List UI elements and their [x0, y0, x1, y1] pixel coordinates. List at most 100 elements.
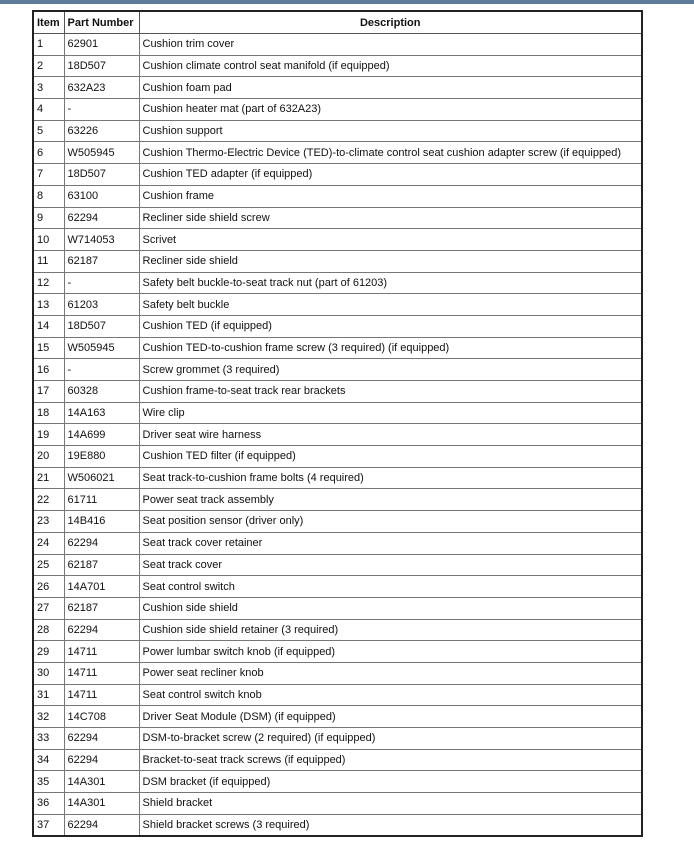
part-number-cell: 62294 — [63, 206, 140, 230]
part-number-cell: - — [63, 98, 140, 121]
part-number-cell: 18D507 — [63, 54, 140, 78]
item-cell: 5 — [32, 119, 65, 143]
part-number-cell: 61203 — [63, 293, 140, 316]
part-number-cell: 62187 — [63, 553, 140, 577]
table-row: 36 14A301 Shield bracket — [32, 792, 643, 815]
description-cell: Cushion TED filter (if equipped) — [138, 445, 643, 468]
description-cell: Cushion side shield — [138, 596, 643, 620]
description-cell: Cushion heater mat (part of 632A23) — [138, 98, 643, 121]
table-row: 20 19E880 Cushion TED filter (if equipped) — [32, 445, 643, 468]
table-row: 1 62901 Cushion trim cover — [32, 33, 643, 56]
header-part-number: Part Number — [63, 10, 140, 34]
item-cell: 25 — [32, 553, 65, 577]
item-cell: 29 — [32, 640, 65, 663]
part-number-cell: 18D507 — [63, 314, 140, 338]
part-number-cell: - — [63, 358, 140, 381]
table-row: 11 62187 Recliner side shield — [32, 249, 643, 273]
table-row: 33 62294 DSM-to-bracket screw (2 required)… — [32, 727, 643, 750]
part-number-cell: 14C708 — [63, 705, 140, 728]
description-cell: Scrivet — [138, 228, 643, 251]
item-cell: 28 — [32, 618, 65, 642]
item-cell: 3 — [32, 76, 65, 100]
item-cell: 21 — [32, 466, 65, 490]
description-cell: Power lumbar switch knob (if equipped) — [138, 640, 643, 663]
item-cell: 7 — [32, 163, 65, 186]
description-cell: Cushion side shield retainer (3 required… — [138, 618, 643, 642]
part-number-cell: W506021 — [63, 466, 140, 490]
item-cell: 11 — [32, 249, 65, 273]
table-row: 22 61711 Power seat track assembly — [32, 488, 643, 512]
table-row: 34 62294 Bracket-to-seat track screws (if … — [32, 748, 643, 772]
item-cell: 32 — [32, 705, 65, 728]
description-cell: Recliner side shield — [138, 249, 643, 273]
part-number-cell: 14A301 — [63, 792, 140, 815]
table-row: 12- Safety belt buckle-to-seat track nut … — [32, 271, 643, 295]
table-row: 19 14A699 Driver seat wire harness — [32, 423, 643, 447]
description-cell: Wire clip — [138, 401, 643, 425]
table-row: 32 14C708 Driver Seat Module (DSM) (if equ… — [32, 705, 643, 728]
description-cell: Driver Seat Module (DSM) (if equipped) — [138, 705, 643, 728]
description-cell: Shield bracket — [138, 792, 643, 815]
part-number-cell: 632A23 — [63, 76, 140, 100]
description-cell: Safety belt buckle-to-seat track nut (pa… — [138, 271, 643, 295]
item-cell: 35 — [32, 770, 65, 794]
description-cell: Cushion trim cover — [138, 33, 643, 56]
table-row: 4- Cushion heater mat (part of 632A23) — [32, 98, 643, 121]
description-cell: Driver seat wire harness — [138, 423, 643, 447]
item-cell: 24 — [32, 531, 65, 555]
part-number-cell: W505945 — [63, 141, 140, 165]
table-row: 7 18D507 Cushion TED adapter (if equipped) — [32, 163, 643, 186]
description-cell: Cushion frame — [138, 184, 643, 208]
description-cell: DSM-to-bracket screw (2 required) (if eq… — [138, 727, 643, 750]
window-top-bar — [0, 0, 694, 4]
table-row: 27 62187 Cushion side shield — [32, 596, 643, 620]
item-cell: 23 — [32, 510, 65, 533]
table-row: 30 14711 Power seat recliner knob — [32, 661, 643, 685]
part-number-cell: 62187 — [63, 596, 140, 620]
part-number-cell: 14A301 — [63, 770, 140, 794]
item-cell: 31 — [32, 683, 65, 707]
description-cell: Seat control switch knob — [138, 683, 643, 707]
description-cell: Safety belt buckle — [138, 293, 643, 316]
part-number-cell: 62294 — [63, 727, 140, 750]
description-cell: Recliner side shield screw — [138, 206, 643, 230]
item-cell: 30 — [32, 661, 65, 685]
item-cell: 15 — [32, 336, 65, 360]
table-row: 14 18D507 Cushion TED (if equipped) — [32, 314, 643, 338]
part-number-cell: 14711 — [63, 640, 140, 663]
part-number-cell: 18D507 — [63, 163, 140, 186]
description-cell: Bracket-to-seat track screws (if equippe… — [138, 748, 643, 772]
description-cell: Power seat recliner knob — [138, 661, 643, 685]
part-number-cell: 61711 — [63, 488, 140, 512]
item-cell: 10 — [32, 228, 65, 251]
part-number-cell: 62294 — [63, 748, 140, 772]
item-cell: 2 — [32, 54, 65, 78]
part-number-cell: 62294 — [63, 813, 140, 837]
table-row: 24 62294 Seat track cover retainer — [32, 531, 643, 555]
description-cell: Seat track-to-cushion frame bolts (4 req… — [138, 466, 643, 490]
part-number-cell: 62294 — [63, 531, 140, 555]
description-cell: Cushion TED adapter (if equipped) — [138, 163, 643, 186]
item-cell: 4 — [32, 98, 65, 121]
item-cell: 16 — [32, 358, 65, 381]
part-number-cell: 14A699 — [63, 423, 140, 447]
item-cell: 1 — [32, 33, 65, 56]
description-cell: Seat track cover — [138, 553, 643, 577]
table-header-row: Item Part Number Description — [32, 10, 643, 34]
item-cell: 27 — [32, 596, 65, 620]
table-row: 16- Screw grommet (3 required) — [32, 358, 643, 381]
item-cell: 22 — [32, 488, 65, 512]
table-row: 21 W506021 Seat track-to-cushion frame bol… — [32, 466, 643, 490]
description-cell: Cushion frame-to-seat track rear bracket… — [138, 380, 643, 403]
item-cell: 17 — [32, 380, 65, 403]
part-number-cell: 14B416 — [63, 510, 140, 533]
part-number-cell: 14711 — [63, 661, 140, 685]
part-number-cell: 14A163 — [63, 401, 140, 425]
table-row: 23 14B416 Seat position sensor (driver onl… — [32, 510, 643, 533]
table-row: 28 62294 Cushion side shield retainer (3 r… — [32, 618, 643, 642]
table-row: 8 63100 Cushion frame — [32, 184, 643, 208]
description-cell: Cushion foam pad — [138, 76, 643, 100]
part-number-cell: 19E880 — [63, 445, 140, 468]
table-row: 3 632A23 Cushion foam pad — [32, 76, 643, 100]
table-row: 6 W505945 Cushion Thermo-Electric Device (… — [32, 141, 643, 165]
